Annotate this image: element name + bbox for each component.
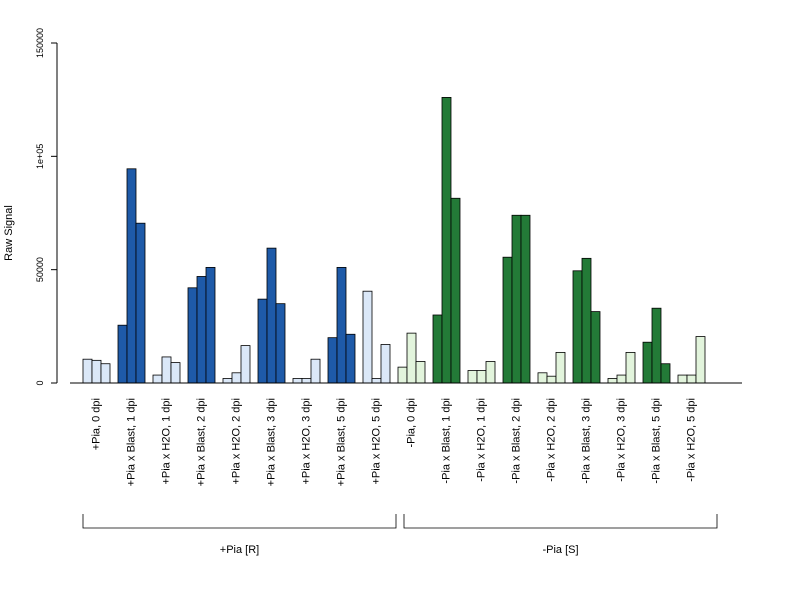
y-axis: 0 50000 1e+05 150000: [35, 28, 58, 386]
bar: [222, 378, 233, 384]
bar: [91, 359, 102, 384]
x-tick-label: -Pia x H2O, 5 dpi: [686, 398, 698, 482]
bar: [467, 370, 478, 384]
bar: [371, 378, 382, 384]
bar: [170, 362, 181, 384]
bar: [651, 307, 662, 384]
y-tick-label: 150000: [35, 28, 45, 58]
bar: [345, 333, 356, 384]
bar: [240, 345, 251, 384]
bar: [686, 374, 697, 384]
bar: [117, 324, 128, 384]
bar: [546, 375, 557, 384]
bar: [485, 361, 496, 384]
y-tick-label: 50000: [35, 257, 45, 282]
bar: [135, 222, 146, 384]
x-tick-label: +Pia x Blast, 1 dpi: [126, 398, 138, 486]
x-tick-label: -Pia x H2O, 3 dpi: [616, 398, 628, 482]
bar: [581, 257, 592, 384]
bar: [432, 314, 443, 384]
group-bracket: [403, 514, 718, 529]
bar: [126, 168, 137, 384]
bar: [695, 336, 706, 384]
x-tick-label: -Pia x Blast, 3 dpi: [581, 398, 593, 484]
x-tick-label: +Pia x Blast, 3 dpi: [266, 398, 278, 486]
bar: [450, 197, 461, 384]
bar: [327, 337, 338, 384]
bar: [607, 378, 618, 384]
bar: [310, 358, 321, 384]
x-tick-label: +Pia x H2O, 3 dpi: [301, 398, 313, 485]
bar: [231, 372, 242, 384]
bar: [161, 356, 172, 384]
bar: [187, 287, 198, 384]
bar: [441, 97, 452, 384]
group-brackets: +Pia [R] -Pia [S]: [82, 514, 718, 556]
bar: [266, 247, 277, 384]
bar: [152, 374, 163, 384]
x-tick-label: -Pia x Blast, 5 dpi: [651, 398, 663, 484]
bar: [537, 372, 548, 384]
x-axis-labels: +Pia, 0 dpi +Pia x Blast, 1 dpi +Pia x H2O…: [91, 398, 698, 486]
y-tick-label: 1e+05: [35, 144, 45, 169]
bar: [660, 363, 671, 384]
x-tick-label: +Pia x H2O, 2 dpi: [231, 398, 243, 485]
bar: [362, 290, 373, 384]
bar: [257, 298, 268, 384]
group-bracket: [82, 514, 397, 529]
x-tick-label: +Pia x H2O, 1 dpi: [161, 398, 173, 485]
x-tick-label: -Pia x H2O, 1 dpi: [476, 398, 488, 482]
x-tick-label: -Pia x H2O, 2 dpi: [546, 398, 558, 482]
bar: [476, 370, 487, 384]
bar: [572, 270, 583, 384]
bar: [205, 266, 216, 384]
bar: [625, 351, 636, 384]
bars: [82, 97, 706, 384]
bar: [642, 341, 653, 384]
bar: [196, 276, 207, 384]
bar: [415, 361, 426, 384]
bar: [301, 378, 312, 384]
x-tick-label: -Pia x Blast, 2 dpi: [511, 398, 523, 484]
bar: [336, 266, 347, 384]
bar: [590, 311, 601, 384]
x-tick-label: +Pia, 0 dpi: [91, 398, 103, 450]
x-tick-label: +Pia x Blast, 5 dpi: [336, 398, 348, 486]
bar: [275, 303, 286, 384]
x-tick-label: +Pia x Blast, 2 dpi: [196, 398, 208, 486]
x-tick-label: +Pia x H2O, 5 dpi: [371, 398, 383, 485]
bar: [677, 374, 688, 384]
y-axis-label: Raw Signal: [3, 205, 15, 261]
bar: [292, 378, 303, 384]
bar: [502, 256, 513, 384]
bar: [511, 214, 522, 384]
bar: [100, 363, 111, 384]
y-tick-label: 0: [35, 380, 45, 385]
x-tick-label: -Pia x Blast, 1 dpi: [441, 398, 453, 484]
x-tick-label: -Pia, 0 dpi: [406, 398, 418, 448]
bar: [397, 366, 408, 384]
bar: [82, 358, 93, 384]
bar: [616, 374, 627, 384]
bar: [380, 344, 391, 384]
group-label: -Pia [S]: [542, 544, 578, 556]
bar: [406, 332, 417, 384]
group-label: +Pia [R]: [220, 544, 259, 556]
bar: [520, 214, 531, 384]
bar: [555, 351, 566, 384]
